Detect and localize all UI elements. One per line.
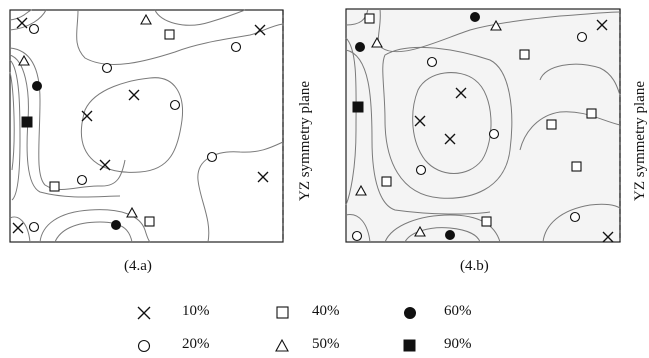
cross-marker <box>257 171 269 183</box>
panel-b-side-label: YZ symmetry plane <box>632 81 648 201</box>
cross-marker <box>455 87 467 99</box>
square-open-marker <box>481 216 492 227</box>
panel-a-frame <box>9 9 284 243</box>
legend-label-40: 40% <box>312 303 340 319</box>
legend-label-90: 90% <box>444 336 472 352</box>
square-filled-marker <box>21 116 33 128</box>
square-open-marker <box>164 29 175 40</box>
legend-label-10: 10% <box>182 303 210 319</box>
square-open-marker <box>546 119 557 130</box>
circle-open-marker <box>28 23 40 35</box>
cross-marker <box>596 19 608 31</box>
square-open-marker <box>571 161 582 172</box>
square-open-marker <box>144 216 155 227</box>
square-open-marker <box>364 13 375 24</box>
panel-a-plot <box>9 9 284 243</box>
square-filled-marker <box>352 101 364 113</box>
legend-square-filled-icon <box>403 339 416 352</box>
legend-label-60: 60% <box>444 303 472 319</box>
panel-b-plot <box>345 8 621 243</box>
square-open-marker <box>381 176 392 187</box>
circle-open-marker <box>488 128 500 140</box>
triangle-open-marker <box>490 19 502 31</box>
circle-filled-marker <box>32 81 42 91</box>
panel-a-markers <box>12 13 269 234</box>
legend-label-20: 20% <box>182 336 210 352</box>
legend-circle-open-icon <box>137 339 151 353</box>
panel-a-contours <box>9 9 284 243</box>
circle-open-marker <box>76 174 88 186</box>
panel-a-side-label: YZ symmetry plane <box>297 81 313 201</box>
circle-open-marker <box>426 56 438 68</box>
circle-open-marker <box>415 164 427 176</box>
cross-marker <box>444 133 456 145</box>
cross-marker <box>12 222 24 234</box>
cross-marker <box>254 24 266 36</box>
triangle-open-marker <box>126 206 138 218</box>
circle-filled-marker <box>355 42 365 52</box>
triangle-open-marker <box>371 36 383 48</box>
cross-marker <box>81 110 93 122</box>
circle-open-marker <box>569 211 581 223</box>
panel-a-caption: (4.a) <box>124 258 152 274</box>
circle-open-marker <box>576 31 588 43</box>
triangle-open-marker <box>414 225 426 237</box>
circle-open-marker <box>351 230 363 242</box>
circle-filled-marker <box>470 12 480 22</box>
legend-cross-icon <box>137 306 151 320</box>
legend-triangle-open-icon <box>275 338 289 352</box>
triangle-open-marker <box>140 13 152 25</box>
panel-b-frame <box>345 8 621 243</box>
circle-open-marker <box>169 99 181 111</box>
circle-filled-marker <box>445 230 455 240</box>
cross-marker <box>128 89 140 101</box>
triangle-open-marker <box>18 54 30 66</box>
cross-marker <box>16 17 28 29</box>
cross-marker <box>414 115 426 127</box>
circle-filled-marker <box>111 220 121 230</box>
panel-b-caption: (4.b) <box>460 258 489 274</box>
cross-marker <box>602 231 614 243</box>
circle-open-marker <box>206 151 218 163</box>
circle-open-marker <box>230 41 242 53</box>
legend-symbols <box>137 306 416 353</box>
circle-open-marker <box>101 62 113 74</box>
circle-open-marker <box>28 221 40 233</box>
square-open-marker <box>49 181 60 192</box>
triangle-open-marker <box>355 184 367 196</box>
cross-marker <box>99 159 111 171</box>
legend-square-open-icon <box>276 306 289 319</box>
square-open-marker <box>519 49 530 60</box>
legend-circle-filled-icon <box>404 307 416 319</box>
square-open-marker <box>586 108 597 119</box>
panel-b-markers <box>351 12 614 243</box>
legend-label-50: 50% <box>312 336 340 352</box>
